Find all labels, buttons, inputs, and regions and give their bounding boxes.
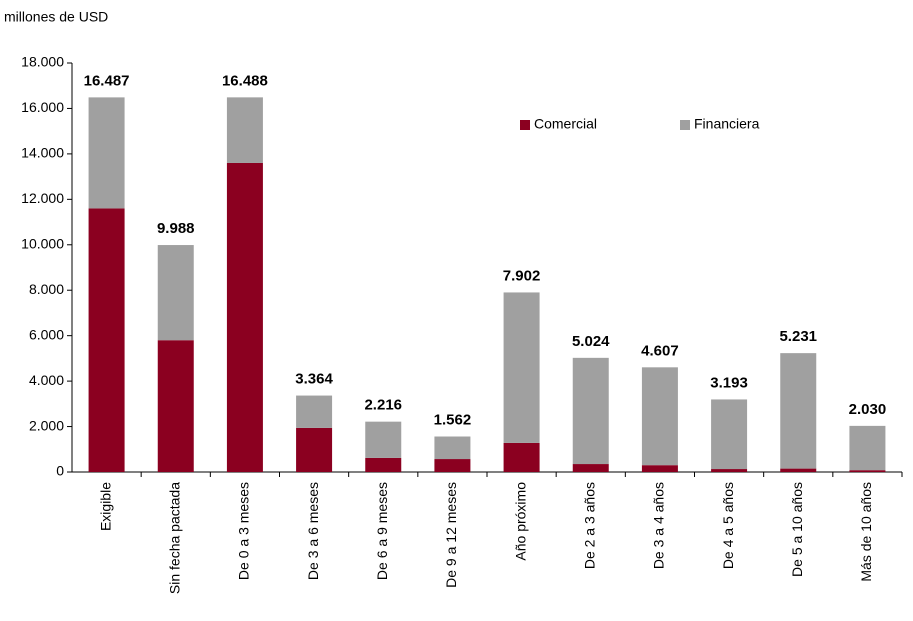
x-tick-label: Sin fecha pactada (166, 482, 182, 594)
bar-segment (157, 245, 194, 341)
total-label: 5.024 (572, 333, 610, 350)
y-tick-label: 0 (56, 463, 64, 479)
x-tick-label: De 3 a 6 meses (305, 482, 321, 580)
bar-segment (572, 464, 609, 472)
bar-segment (503, 442, 540, 472)
bar-segment (434, 459, 471, 472)
x-tick-label: De 5 a 10 años (789, 482, 805, 577)
bar-segment (157, 340, 194, 472)
x-tick-label: Exigible (97, 482, 113, 531)
x-tick-label: De 9 a 12 meses (443, 482, 459, 588)
legend-label: Comercial (534, 116, 597, 132)
x-tick-label: Más de 10 años (858, 482, 874, 582)
legend-label: Financiera (694, 116, 760, 132)
x-tick-label: De 2 a 3 años (581, 482, 597, 569)
legend-swatch (520, 120, 530, 130)
total-label: 2.216 (364, 397, 402, 414)
bar-segment (849, 470, 886, 472)
y-tick-label: 16.000 (21, 99, 64, 115)
y-tick-label: 10.000 (21, 235, 64, 251)
bar-segment (711, 469, 748, 472)
x-tick-label: De 4 a 5 años (720, 482, 736, 569)
y-tick-label: 4.000 (29, 372, 64, 388)
y-tick-label: 12.000 (21, 190, 64, 206)
total-label: 7.902 (503, 267, 541, 284)
legend-swatch (680, 120, 690, 130)
bar-segment (780, 468, 817, 472)
bar-segment (296, 395, 333, 428)
bar-segment (641, 465, 678, 472)
y-tick-label: 18.000 (21, 54, 64, 70)
bar-segment (849, 425, 886, 471)
bar-segment (434, 436, 471, 460)
total-label: 5.231 (779, 328, 817, 345)
total-label: 3.193 (710, 374, 748, 391)
y-tick-label: 14.000 (21, 145, 64, 161)
bar-segment (711, 399, 748, 470)
x-tick-label: Año próximo (512, 482, 528, 561)
total-label: 2.030 (849, 401, 887, 418)
bar-segment (365, 421, 402, 458)
y-tick-label: 8.000 (29, 281, 64, 297)
bar-segment (88, 208, 125, 472)
total-label: 16.488 (222, 72, 268, 89)
total-label: 3.364 (295, 371, 333, 388)
total-label: 9.988 (157, 220, 195, 237)
x-tick-label: De 3 a 4 años (651, 482, 667, 569)
y-axis-title: millones de USD (4, 9, 108, 25)
bar-segment (296, 427, 333, 472)
total-label: 1.562 (434, 411, 472, 428)
bar-segment (365, 457, 402, 472)
bar-segment (503, 292, 540, 443)
bar-segment (226, 162, 263, 472)
y-tick-label: 2.000 (29, 417, 64, 433)
x-tick-label: De 0 a 3 meses (236, 482, 252, 580)
total-label: 4.607 (641, 342, 679, 359)
bar-segment (88, 97, 125, 209)
bar-segment (641, 367, 678, 466)
bar-segment (780, 353, 817, 469)
bar-segment (572, 357, 609, 465)
bar-segment (226, 97, 263, 163)
y-tick-label: 6.000 (29, 326, 64, 342)
x-tick-label: De 6 a 9 meses (374, 482, 390, 580)
total-label: 16.487 (84, 72, 130, 89)
